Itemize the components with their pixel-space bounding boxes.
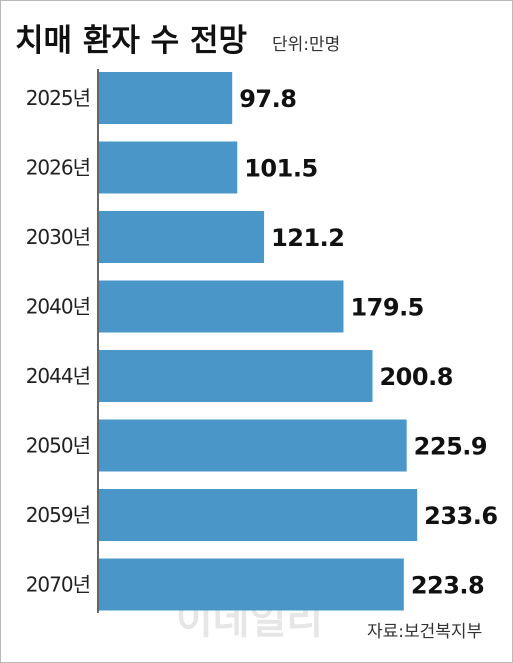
value-label: 97.8	[239, 85, 296, 113]
value-label: 223.8	[411, 572, 484, 600]
category-label: 2050년	[26, 434, 90, 458]
category-label: 2040년	[26, 295, 90, 319]
bar	[99, 280, 344, 333]
category-label: 2030년	[26, 225, 90, 249]
value-label: 179.5	[350, 294, 423, 322]
chart-title: 치매 환자 수 전망	[15, 23, 247, 59]
category-label: 2059년	[26, 503, 90, 527]
source-note: 자료:보건복지부	[367, 622, 482, 642]
value-label: 225.9	[414, 433, 487, 461]
unit-label: 단위:만명	[272, 35, 340, 55]
value-label: 200.8	[379, 363, 452, 391]
bar	[99, 350, 373, 402]
bar	[99, 211, 265, 263]
value-label: 121.2	[271, 224, 344, 252]
bar	[99, 558, 404, 611]
bar	[99, 72, 233, 124]
category-label: 2026년	[26, 156, 90, 180]
bar	[99, 489, 418, 541]
category-label: 2044년	[26, 364, 90, 388]
value-label: 101.5	[244, 155, 317, 183]
bars-layer: 2025년 97.8 2026년 101.5 2030년 121.2 2040년 179.5 2…	[26, 72, 498, 611]
category-label: 2070년	[26, 573, 90, 597]
value-label: 233.6	[424, 502, 497, 530]
bar	[99, 141, 238, 194]
category-label: 2025년	[26, 86, 90, 110]
bar	[99, 419, 407, 472]
